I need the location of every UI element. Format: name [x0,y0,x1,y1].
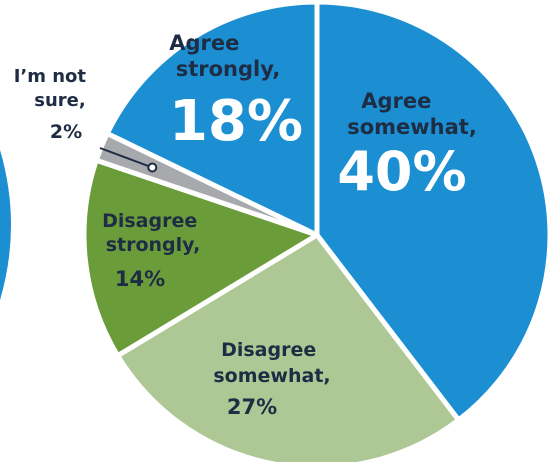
label-agree-strongly-line1: Agree [169,31,239,55]
value-agree-strongly: 18% [169,89,303,154]
label-agree-strongly: Agree strongly, [169,31,280,81]
label-agree-strongly-line2: strongly, [176,57,281,81]
label-not-sure: I’m not sure, [14,66,93,111]
leader-dot [147,162,158,173]
slice-disagree-strongly [81,157,320,359]
label-disagree-somewhat: Disagree somewhat, [213,339,330,387]
value-disagree-somewhat: 27% [227,395,277,419]
value-disagree-strongly: 14% [115,267,165,291]
label-agree-somewhat-line1: Agree [361,89,431,113]
slice-agree-strongly [104,0,320,238]
label-agree-somewhat: Agree somewhat, [347,89,477,139]
slice-agree-somewhat [314,0,550,423]
label-not-sure-line1: I’m not [14,66,87,87]
value-agree-somewhat: 40% [337,140,466,203]
leader-line [99,147,153,169]
label-not-sure-line2: sure, [34,90,85,111]
value-not-sure: 2% [50,121,82,143]
partial-neighbor-chart [0,150,11,300]
label-disagree-somewhat-line1: Disagree [221,339,316,361]
label-disagree-somewhat-line2: somewhat, [213,365,330,387]
label-disagree-strongly: Disagree strongly, [102,210,204,256]
label-disagree-strongly-line2: strongly, [106,234,201,256]
slice-disagree-somewhat [115,232,462,462]
label-disagree-strongly-line1: Disagree [102,210,197,232]
label-agree-somewhat-line2: somewhat, [347,115,477,139]
